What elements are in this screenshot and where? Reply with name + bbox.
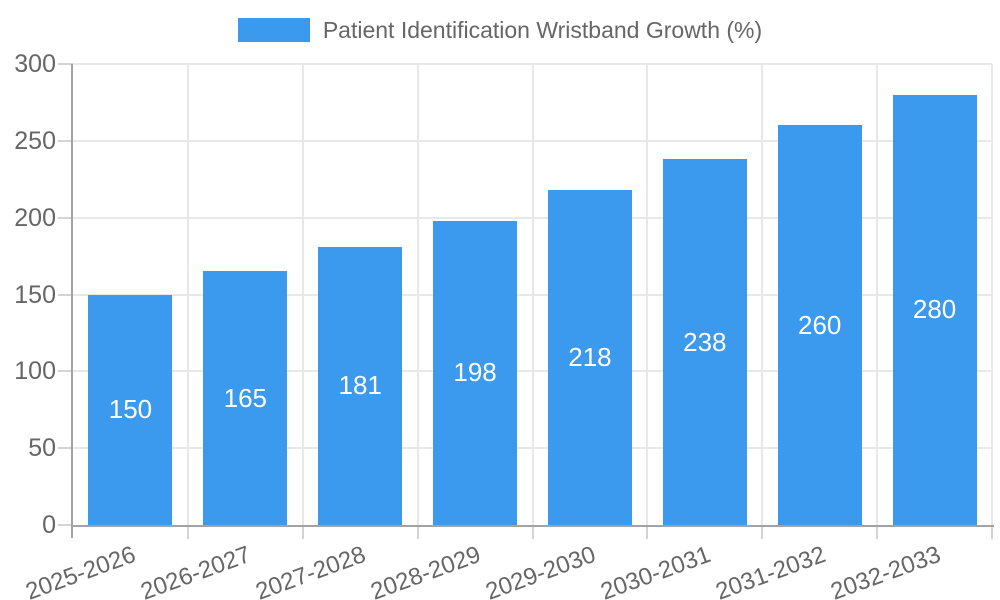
bar: 181 [318, 246, 403, 525]
bar-value-label: 260 [797, 309, 842, 340]
y-tick-label: 200 [14, 203, 56, 232]
gridline-vertical [531, 64, 534, 525]
x-tick-mark [991, 525, 993, 539]
bar: 218 [547, 190, 632, 525]
x-axis-line [71, 525, 994, 527]
y-tick-label: 100 [14, 357, 56, 386]
bar-value-label: 238 [683, 326, 727, 357]
y-tick-mark [58, 447, 73, 450]
x-tick-mark [301, 525, 304, 539]
gridline-vertical [991, 64, 993, 525]
bar-value-label: 198 [453, 357, 497, 388]
y-tick-mark [58, 524, 73, 526]
bar-value-label: 150 [108, 394, 153, 425]
x-tick-mark [646, 525, 649, 539]
y-tick-mark [58, 216, 73, 219]
y-tick-mark [58, 293, 73, 296]
legend-label: Patient Identification Wristband Growth … [322, 16, 763, 43]
bar: 165 [203, 271, 288, 525]
bar: 150 [88, 294, 173, 525]
legend-item[interactable]: Patient Identification Wristband Growth … [0, 12, 1000, 48]
y-tick-label: 50 [28, 434, 56, 463]
x-tick-mark [761, 525, 764, 539]
bar-value-label: 165 [223, 382, 267, 413]
x-tick-mark [876, 525, 879, 539]
legend-swatch [237, 18, 310, 42]
bar-value-label: 181 [338, 370, 382, 401]
y-tick-label: 300 [14, 50, 56, 78]
bar: 198 [433, 220, 518, 525]
y-tick-mark [58, 63, 73, 65]
y-tick-mark [58, 139, 73, 142]
bar: 238 [662, 159, 747, 525]
gridline-vertical [186, 64, 189, 525]
y-tick-mark [58, 370, 73, 373]
bar: 280 [892, 94, 977, 525]
gridline-vertical [761, 64, 764, 525]
x-tick-mark [416, 525, 419, 539]
x-tick-mark [531, 525, 534, 539]
y-tick-label: 150 [14, 280, 56, 309]
plot-area: 150 165 181 198 218 238 260 280 0 50 100 150 200 250… [14, 51, 994, 600]
gridline-vertical [646, 64, 649, 525]
y-axis-line [71, 64, 73, 538]
x-tick-mark [186, 525, 189, 539]
bar: 260 [777, 125, 862, 525]
gridline-vertical [876, 64, 879, 525]
y-tick-label: 250 [14, 126, 56, 155]
y-tick-label: 0 [42, 511, 56, 539]
gridline-vertical [301, 64, 304, 525]
bar-value-label: 280 [912, 294, 957, 325]
bar-value-label: 218 [568, 341, 612, 372]
gridline-vertical [416, 64, 419, 525]
